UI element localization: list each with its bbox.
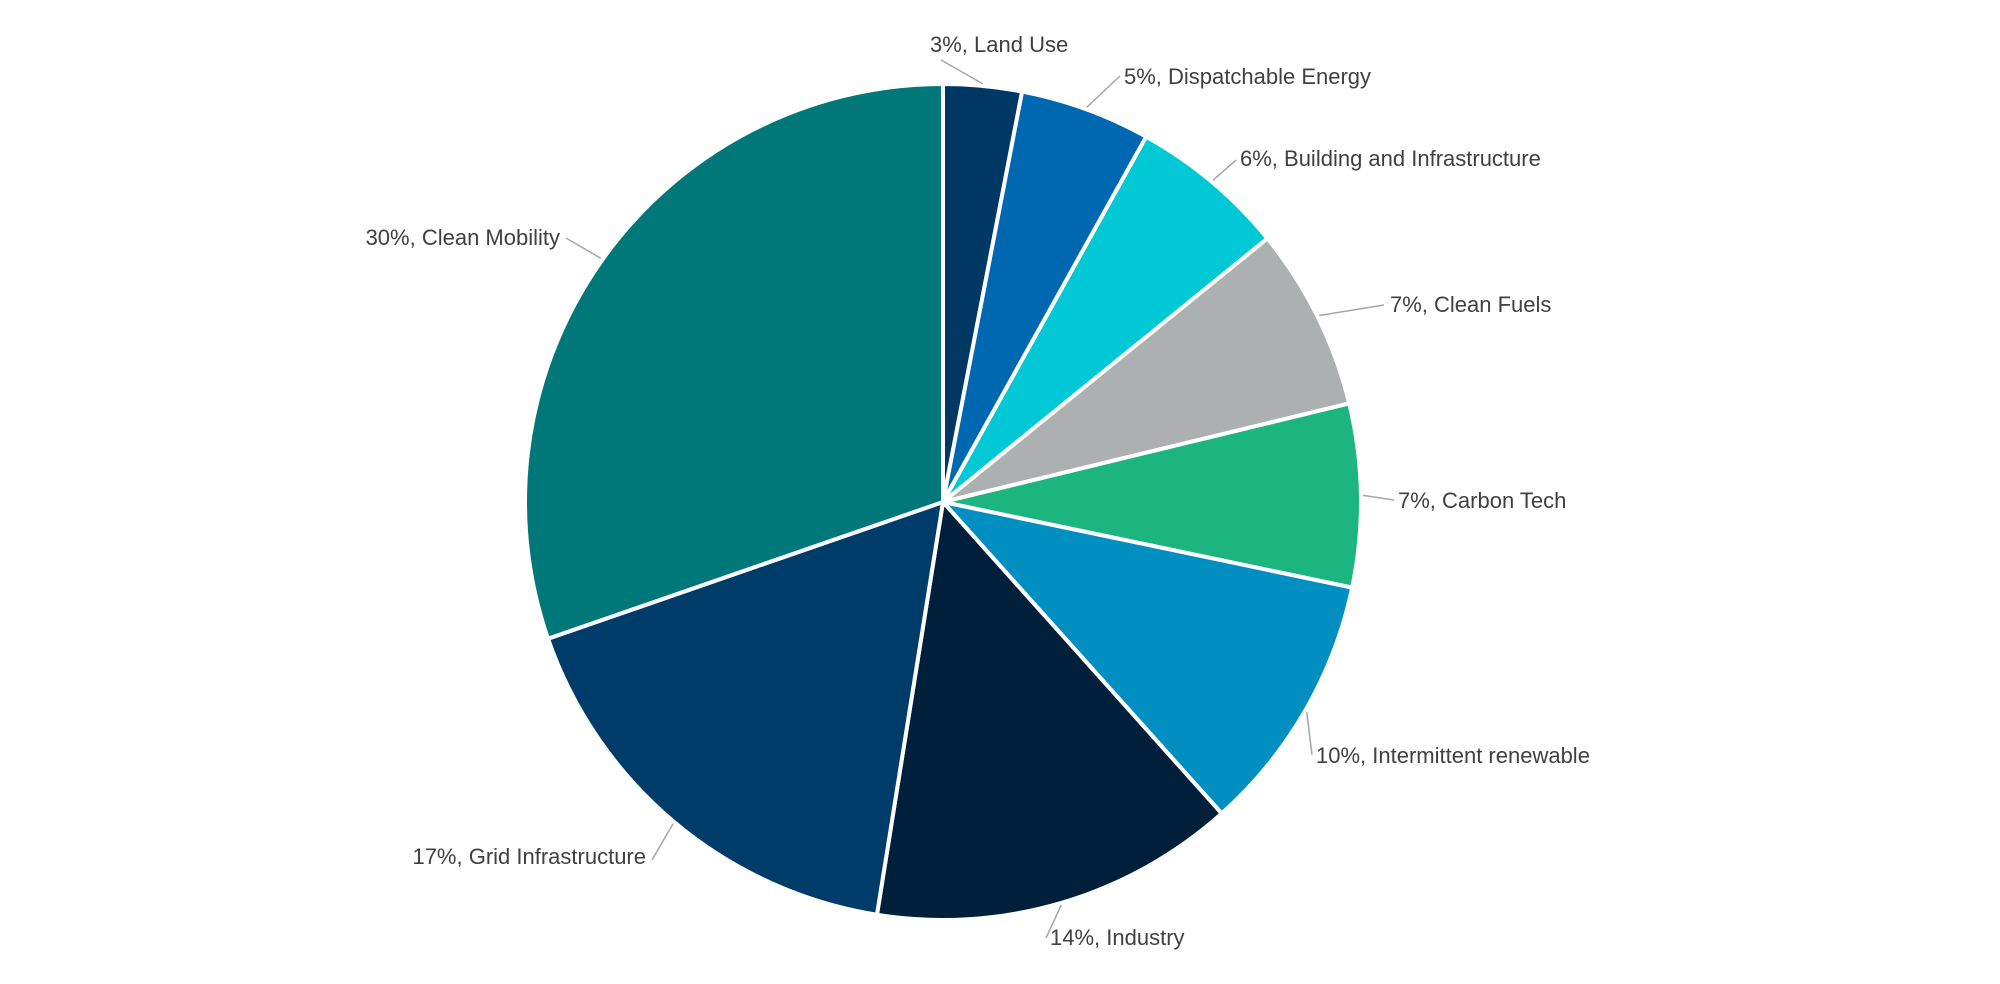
- data-label: 3%, Land Use: [930, 32, 1068, 57]
- data-label: 7%, Carbon Tech: [1398, 488, 1566, 513]
- pie-slice-intermittent-renewable: [941, 500, 1355, 816]
- leader-line: [1319, 304, 1385, 317]
- leader-line: [1212, 159, 1237, 181]
- leader-line: [565, 237, 602, 260]
- leader-lines: [565, 59, 1395, 939]
- leader-line: [1086, 75, 1121, 108]
- data-label: 30%, Clean Mobility: [366, 225, 560, 250]
- data-label: 6%, Building and Infrastructure: [1240, 146, 1541, 171]
- pie-slice-carbon-tech: [941, 401, 1363, 590]
- leader-line: [1305, 711, 1313, 756]
- data-label: 7%, Clean Fuels: [1390, 292, 1551, 317]
- data-labels: 3%, Land Use 5%, Dispatchable Energy 6%, B…: [366, 32, 1590, 950]
- data-label: 17%, Grid Infrastructure: [412, 844, 646, 869]
- leader-line: [940, 59, 984, 85]
- pie-slice-industry: [874, 500, 1224, 922]
- leader-line: [1362, 494, 1395, 501]
- pie-slice-clean-mobility: [523, 82, 945, 641]
- leader-line: [1045, 904, 1063, 939]
- leader-line: [651, 823, 674, 861]
- pie-slices: [523, 82, 1363, 922]
- pie-slice-clean-fuels: [941, 236, 1352, 504]
- data-label: 14%, Industry: [1050, 925, 1185, 950]
- data-label: 5%, Dispatchable Energy: [1124, 64, 1371, 89]
- data-label: 10%, Intermittent renewable: [1316, 743, 1590, 768]
- pie-slice-building-and-infrastructure: [941, 134, 1270, 504]
